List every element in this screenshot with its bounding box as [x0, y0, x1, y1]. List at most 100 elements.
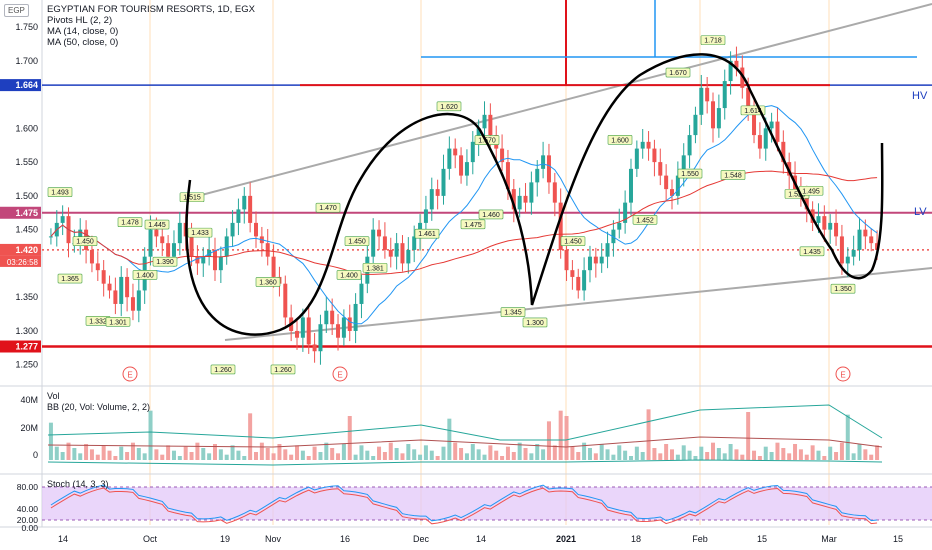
indicator-ma14[interactable]: MA (14, close, 0) [47, 26, 119, 37]
pivot-label-bg [436, 101, 462, 112]
volume-bar [517, 442, 522, 460]
pivot-label: 1.620 [440, 104, 458, 111]
pivot-label: 1.360 [259, 279, 277, 286]
pivot-label-bg [315, 202, 341, 213]
time-tick: Feb [692, 534, 708, 544]
candle-body [716, 108, 721, 129]
volume-bar [66, 442, 71, 460]
pivot-label-bg [677, 168, 703, 179]
price-tick: 1.250 [15, 360, 38, 370]
stoch-title: Stoch (14, 3, 3) [47, 479, 109, 489]
volume-bar [177, 456, 182, 460]
candle-body [447, 148, 452, 169]
volume-bar [587, 448, 592, 460]
volume-bar [464, 453, 469, 460]
volume-bar [236, 450, 241, 460]
candle-body [136, 290, 141, 311]
candle-body [593, 256, 598, 264]
volume-pane [47, 404, 883, 466]
candle-body [347, 317, 352, 331]
support-price-tag: 1.277 [15, 342, 38, 352]
hand-drawn-wave [185, 53, 884, 336]
price-tick: 1.750 [15, 22, 38, 32]
time-tick: 15 [757, 534, 767, 544]
volume-bar [406, 444, 411, 460]
axes: HVLVEEE1.7501.7001.6001.5501.5001.4501.4… [0, 22, 928, 544]
pivot-label: 1.260 [214, 367, 232, 374]
volume-bar [207, 453, 212, 460]
pivot-label-bg [344, 236, 370, 246]
candle-body [623, 202, 628, 223]
candle-body [236, 209, 241, 223]
candle-body [839, 236, 844, 264]
price-tick: 1.350 [15, 292, 38, 302]
stoch-tick: 40.00 [17, 504, 39, 514]
volume-bar [423, 445, 428, 460]
pivot-label-bg [255, 277, 281, 287]
candle-body [757, 135, 762, 149]
volume-bar [722, 453, 727, 460]
volume-bar [371, 456, 376, 460]
volume-bar [488, 445, 493, 460]
support-price-tag-bg [0, 340, 41, 353]
volume-bb: BB (20, Vol: Volume, 2, 2) [47, 402, 151, 412]
pivot-label-bg [270, 364, 296, 375]
volume-bar [711, 442, 716, 460]
volume-bar [482, 454, 487, 460]
candle-body [664, 175, 669, 190]
candle-body [476, 128, 481, 142]
candle-body [687, 135, 692, 156]
pivot-label-bg [187, 227, 213, 238]
indicator-pivots[interactable]: Pivots HL (2, 2) [47, 15, 113, 26]
volume-bar [382, 452, 387, 460]
stoch-legend: Stoch (14, 3, 3) [47, 479, 109, 490]
candle-body [617, 222, 622, 230]
volume-bar [857, 444, 862, 460]
candle-body [353, 303, 358, 331]
bb-basis [47, 436, 883, 448]
pivot-label: 1.493 [51, 190, 69, 197]
candle-body [283, 283, 288, 318]
pivot-label: 1.550 [681, 171, 699, 178]
volume-bar [283, 449, 288, 460]
symbol-title: EGYPTIAN FOR TOURISM RESORTS, 1D, EGX [47, 4, 255, 15]
time-tick: 16 [340, 534, 350, 544]
volume-bar [593, 453, 598, 460]
pivot-label: 1.515 [183, 195, 201, 202]
pivot-label-bg [460, 219, 486, 230]
pivot-label-bg [179, 192, 205, 203]
volume-bar [365, 450, 370, 460]
volume-bar [869, 454, 874, 460]
volume-bar [822, 456, 827, 460]
lv-price-tag: 1.475 [15, 208, 38, 218]
stoch-tick: 80.00 [17, 482, 39, 492]
volume-bar [505, 446, 510, 460]
volume-bar [705, 452, 710, 460]
pivot-label-bg [72, 236, 98, 246]
volume-bar [470, 444, 475, 460]
volume-bar [816, 450, 821, 460]
volume-bar [142, 453, 147, 460]
candle-body [658, 162, 663, 176]
candle-body [95, 263, 100, 271]
volume-bar [494, 450, 499, 460]
volume-bar [716, 448, 721, 460]
time-tick: 15 [893, 534, 903, 544]
pivot-label-bg [607, 135, 633, 145]
candle-body [505, 162, 510, 190]
pivot-label-bg [57, 273, 83, 284]
candle-body [318, 324, 323, 352]
candle-body [271, 256, 276, 277]
currency-badge[interactable]: EGP [4, 4, 29, 17]
volume-bar [769, 452, 774, 460]
time-tick: Nov [265, 534, 282, 544]
volume-bar [259, 442, 264, 460]
pivot-label: 1.450 [564, 239, 582, 246]
volume-bar [564, 416, 569, 460]
candle-body [441, 168, 446, 196]
volume-bar [89, 449, 94, 460]
pivot-label-bg [478, 209, 504, 220]
candle-body [394, 243, 399, 257]
volume-bar [230, 445, 235, 460]
indicator-ma50[interactable]: MA (50, close, 0) [47, 37, 119, 48]
